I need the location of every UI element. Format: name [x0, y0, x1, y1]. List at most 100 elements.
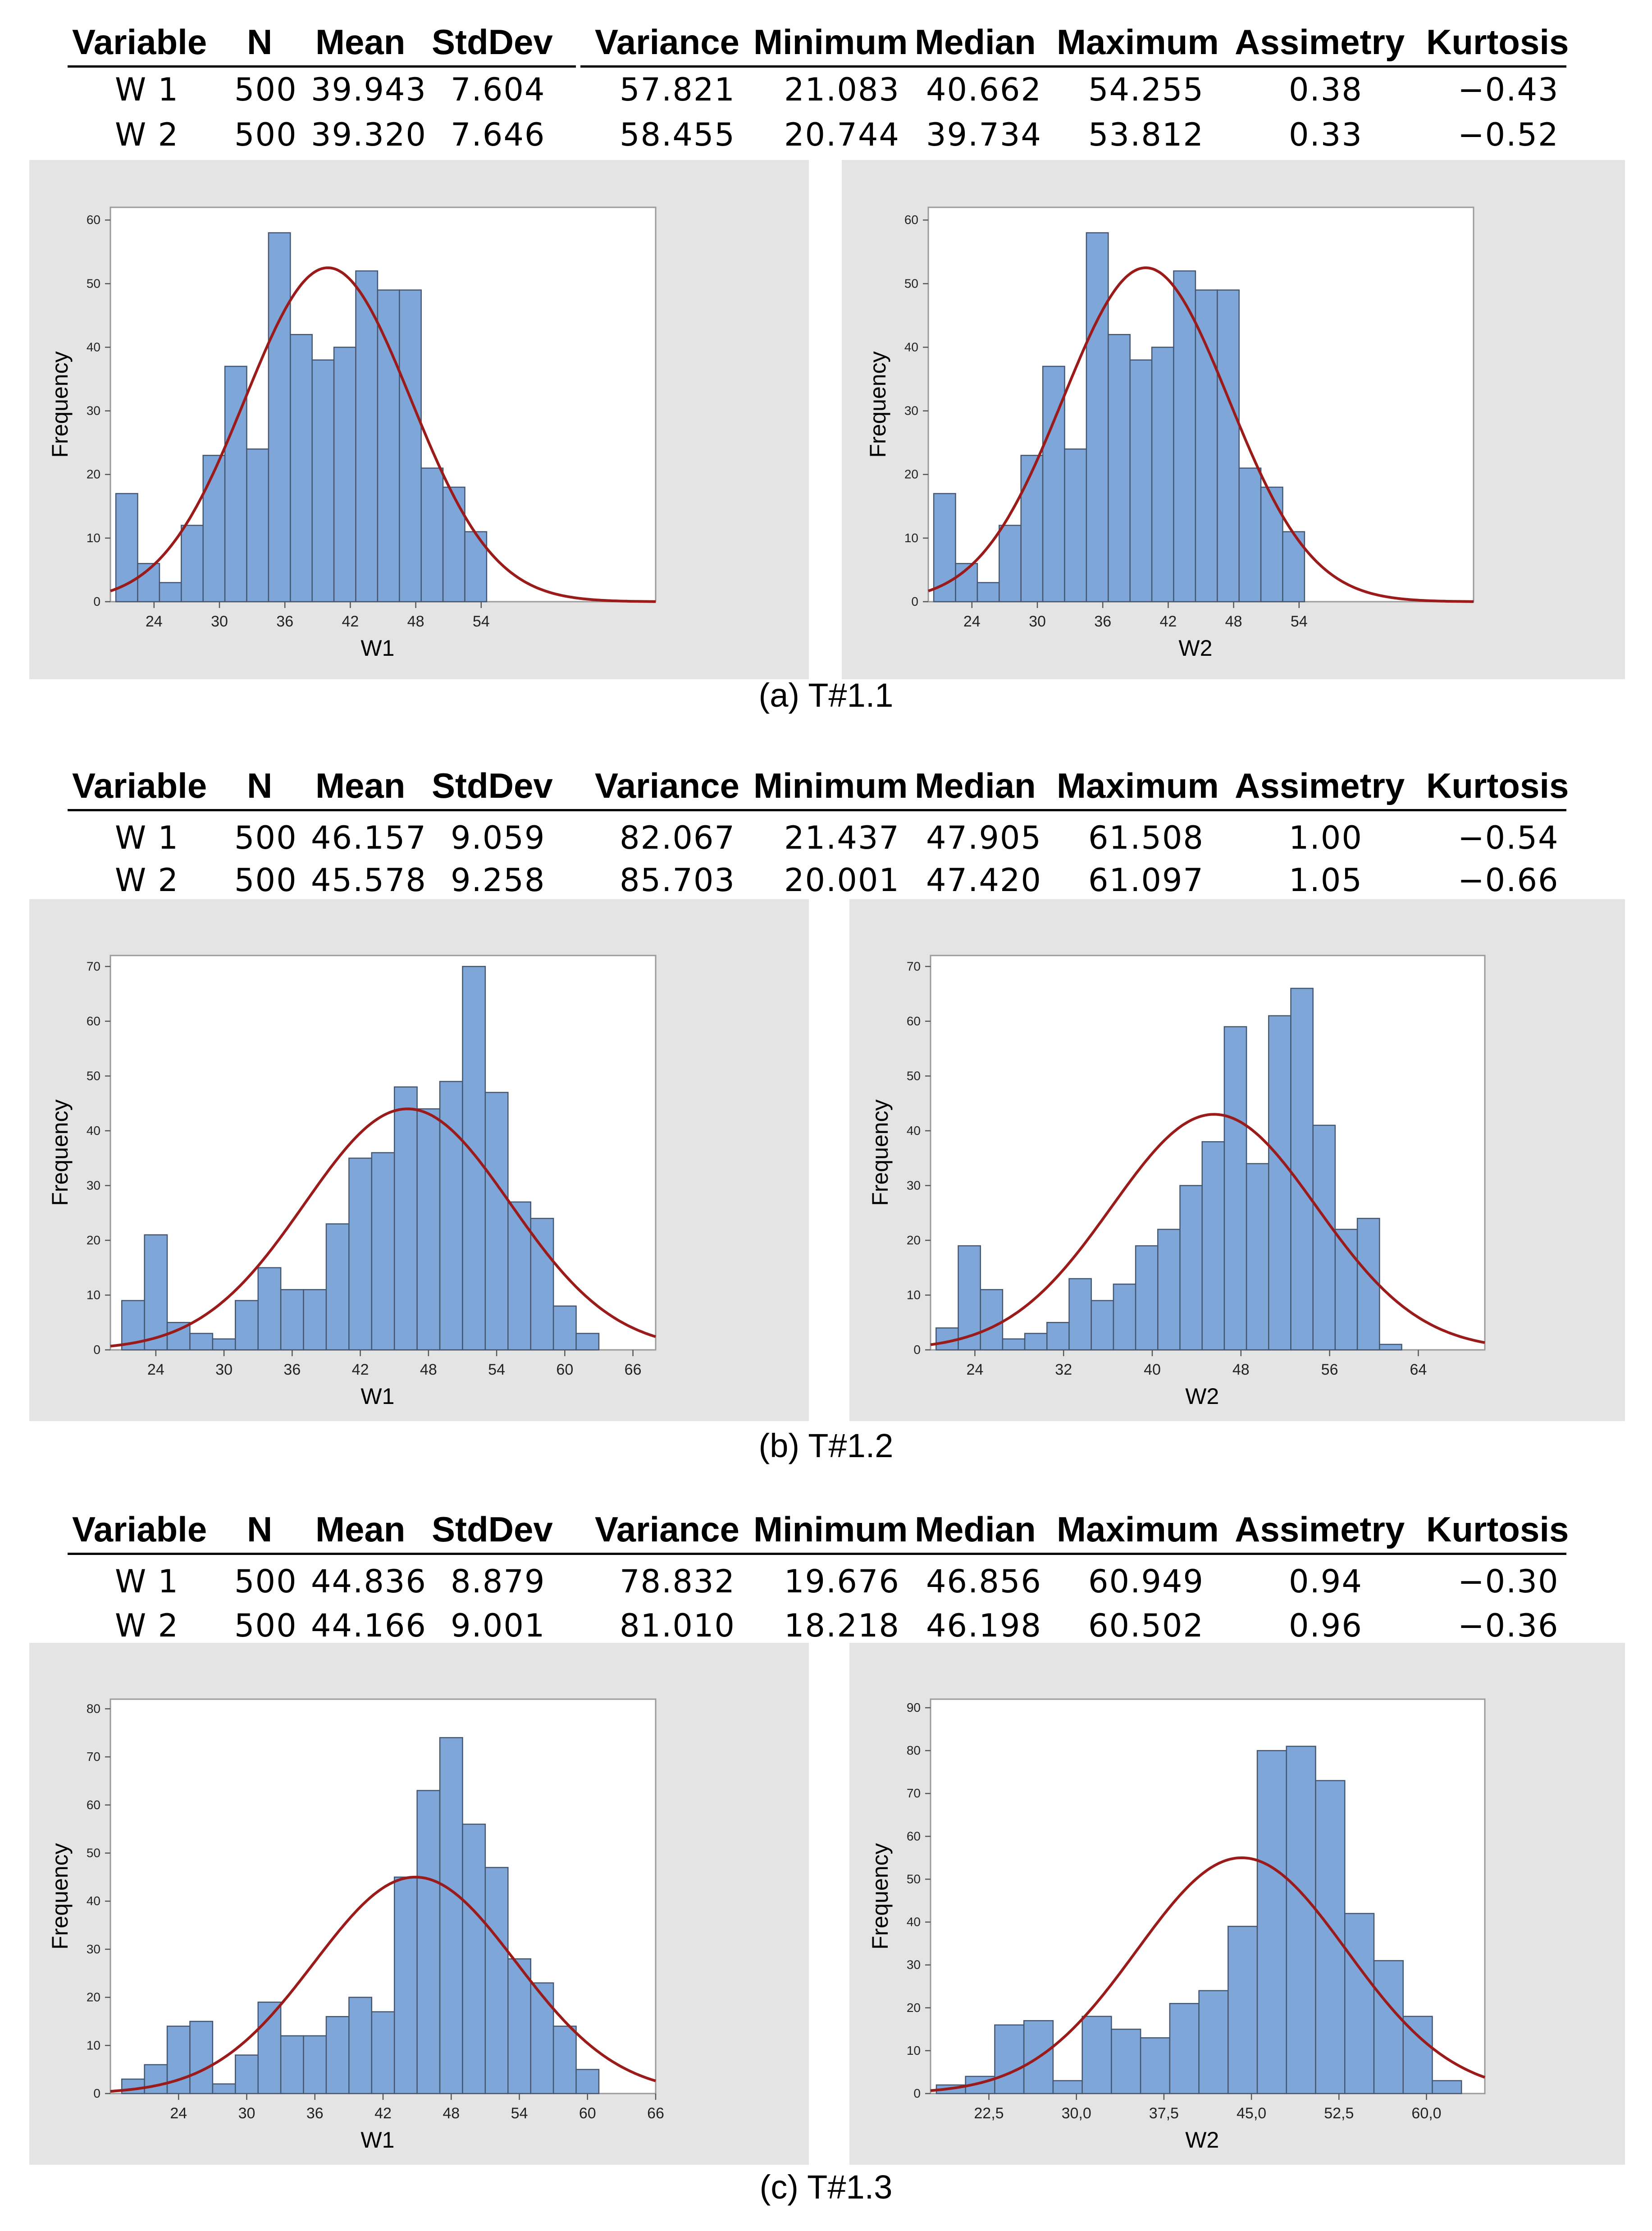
- y-tick-label: 90: [907, 1701, 921, 1714]
- table-cell: −0.52: [1458, 116, 1559, 153]
- y-tick-label: 30: [87, 1942, 100, 1956]
- x-tick-label: 30: [238, 2105, 256, 2122]
- table-cell: 8.879: [451, 1563, 546, 1600]
- histogram-bar: [1052, 2080, 1083, 2094]
- x-tick-label: 36: [276, 613, 293, 630]
- table-header-assimetry: Assimetry: [1235, 766, 1405, 805]
- x-tick-label: 48: [1232, 1361, 1250, 1378]
- table-cell: 7.604: [451, 71, 546, 108]
- table-header-n: N: [247, 766, 273, 805]
- table-header-assimetry: Assimetry: [1235, 1509, 1405, 1549]
- y-tick-label: 0: [911, 594, 918, 608]
- table-cell: 58.455: [620, 116, 735, 153]
- histogram-bar: [235, 1300, 259, 1351]
- histogram-bar: [1201, 1141, 1225, 1351]
- histogram-bar: [393, 1086, 418, 1351]
- histogram-bar: [1111, 2029, 1141, 2094]
- histogram-bar: [507, 1201, 531, 1351]
- histogram-bar: [348, 1997, 373, 2094]
- histogram-bar: [212, 1338, 236, 1351]
- histogram-bar: [462, 966, 486, 1351]
- table-cell: 46.856: [926, 1563, 1042, 1600]
- table-header-variable: Variable: [72, 766, 207, 805]
- table-cell: 500: [234, 862, 297, 899]
- table-cell: 39.320: [311, 116, 427, 153]
- histogram-bar: [1179, 1185, 1203, 1351]
- histogram-bar: [994, 2024, 1025, 2094]
- table-cell: −0.66: [1458, 862, 1559, 899]
- x-axis-label: W1: [361, 635, 394, 661]
- histogram-bar: [1312, 1125, 1336, 1351]
- x-axis-label: W1: [361, 1384, 394, 1409]
- table-row-label: W 2: [115, 116, 179, 153]
- histogram-bar: [980, 1289, 1004, 1351]
- table-row-label: W 2: [115, 862, 179, 899]
- table-cell: 500: [234, 71, 297, 108]
- x-tick-label: 60: [579, 2105, 596, 2122]
- histogram-bar: [1068, 1278, 1092, 1351]
- histogram-bar: [439, 1737, 463, 2094]
- x-tick-label: 42: [1159, 613, 1177, 630]
- y-tick-label: 60: [904, 213, 918, 227]
- histogram-bar: [371, 1152, 395, 1351]
- histogram-bar: [280, 1289, 304, 1351]
- table-cell: 20.744: [784, 116, 900, 153]
- y-tick-label: 70: [87, 959, 100, 973]
- histogram-bar: [575, 1333, 600, 1351]
- table-header-kurtosis: Kurtosis: [1426, 766, 1569, 805]
- histogram-bar: [1228, 1925, 1258, 2094]
- table-cell: 9.059: [451, 819, 546, 856]
- histogram-bar: [1151, 347, 1174, 603]
- histogram-bar: [1020, 455, 1044, 603]
- y-tick-label: 0: [913, 2086, 921, 2100]
- histogram-bar: [1238, 467, 1262, 603]
- x-axis-label: W1: [361, 2127, 394, 2153]
- histogram-bar: [977, 582, 1000, 603]
- histogram-bar: [202, 455, 226, 603]
- y-tick-label: 40: [87, 1124, 100, 1138]
- table-header-mean: Mean: [315, 1509, 406, 1549]
- y-tick-label: 20: [907, 1233, 921, 1247]
- table-cell: 40.662: [926, 71, 1042, 108]
- table-header-median: Median: [915, 766, 1036, 805]
- table-cell: 20.001: [784, 862, 900, 899]
- x-tick-label: 64: [1410, 1361, 1427, 1378]
- y-tick-label: 0: [93, 1343, 100, 1357]
- x-tick-label: 60,0: [1411, 2105, 1441, 2122]
- histogram-bar: [1344, 1913, 1375, 2094]
- histogram-bar: [1246, 1163, 1269, 1351]
- x-tick-label: 36: [1094, 613, 1111, 630]
- table-cell: 47.905: [926, 819, 1042, 856]
- x-tick-label: 37,5: [1149, 2105, 1179, 2122]
- normal-fit-curve: [110, 1107, 656, 1348]
- table-cell: 81.010: [620, 1607, 735, 1644]
- y-axis-label: Frequency: [47, 351, 73, 457]
- y-tick-label: 50: [87, 1846, 100, 1860]
- y-tick-label: 80: [907, 1743, 921, 1757]
- histogram-bar: [189, 2021, 214, 2094]
- histogram-bar: [325, 2016, 350, 2094]
- y-tick-label: 20: [87, 1990, 100, 2004]
- x-tick-label: 42: [374, 2105, 392, 2122]
- x-tick-label: 24: [966, 1361, 983, 1378]
- histogram-bar: [1091, 1300, 1114, 1351]
- x-tick-label: 32: [1055, 1361, 1072, 1378]
- x-tick-label: 42: [352, 1361, 369, 1378]
- table-cell: 82.067: [620, 819, 735, 856]
- x-axis-label: W2: [1178, 635, 1212, 661]
- table-cell: 57.821: [620, 71, 735, 108]
- y-tick-label: 0: [93, 2086, 100, 2100]
- histogram-bar: [1260, 486, 1283, 603]
- x-tick-label: 60: [556, 1361, 573, 1378]
- histogram-bar: [507, 1958, 531, 2094]
- stats-table: Variable N Mean StdDev Variance Minimum Median…: [0, 0, 1652, 153]
- histogram-bar: [303, 2035, 327, 2094]
- table-header-variance: Variance: [595, 766, 739, 805]
- x-axis-label: W2: [1185, 1384, 1219, 1409]
- histogram-bar: [530, 1982, 554, 2094]
- table-cell: 0.96: [1289, 1607, 1363, 1644]
- histogram-bar: [1195, 289, 1218, 603]
- histogram-bar: [189, 1333, 214, 1351]
- x-tick-label: 54: [511, 2105, 528, 2122]
- x-tick-label: 30: [1029, 613, 1046, 630]
